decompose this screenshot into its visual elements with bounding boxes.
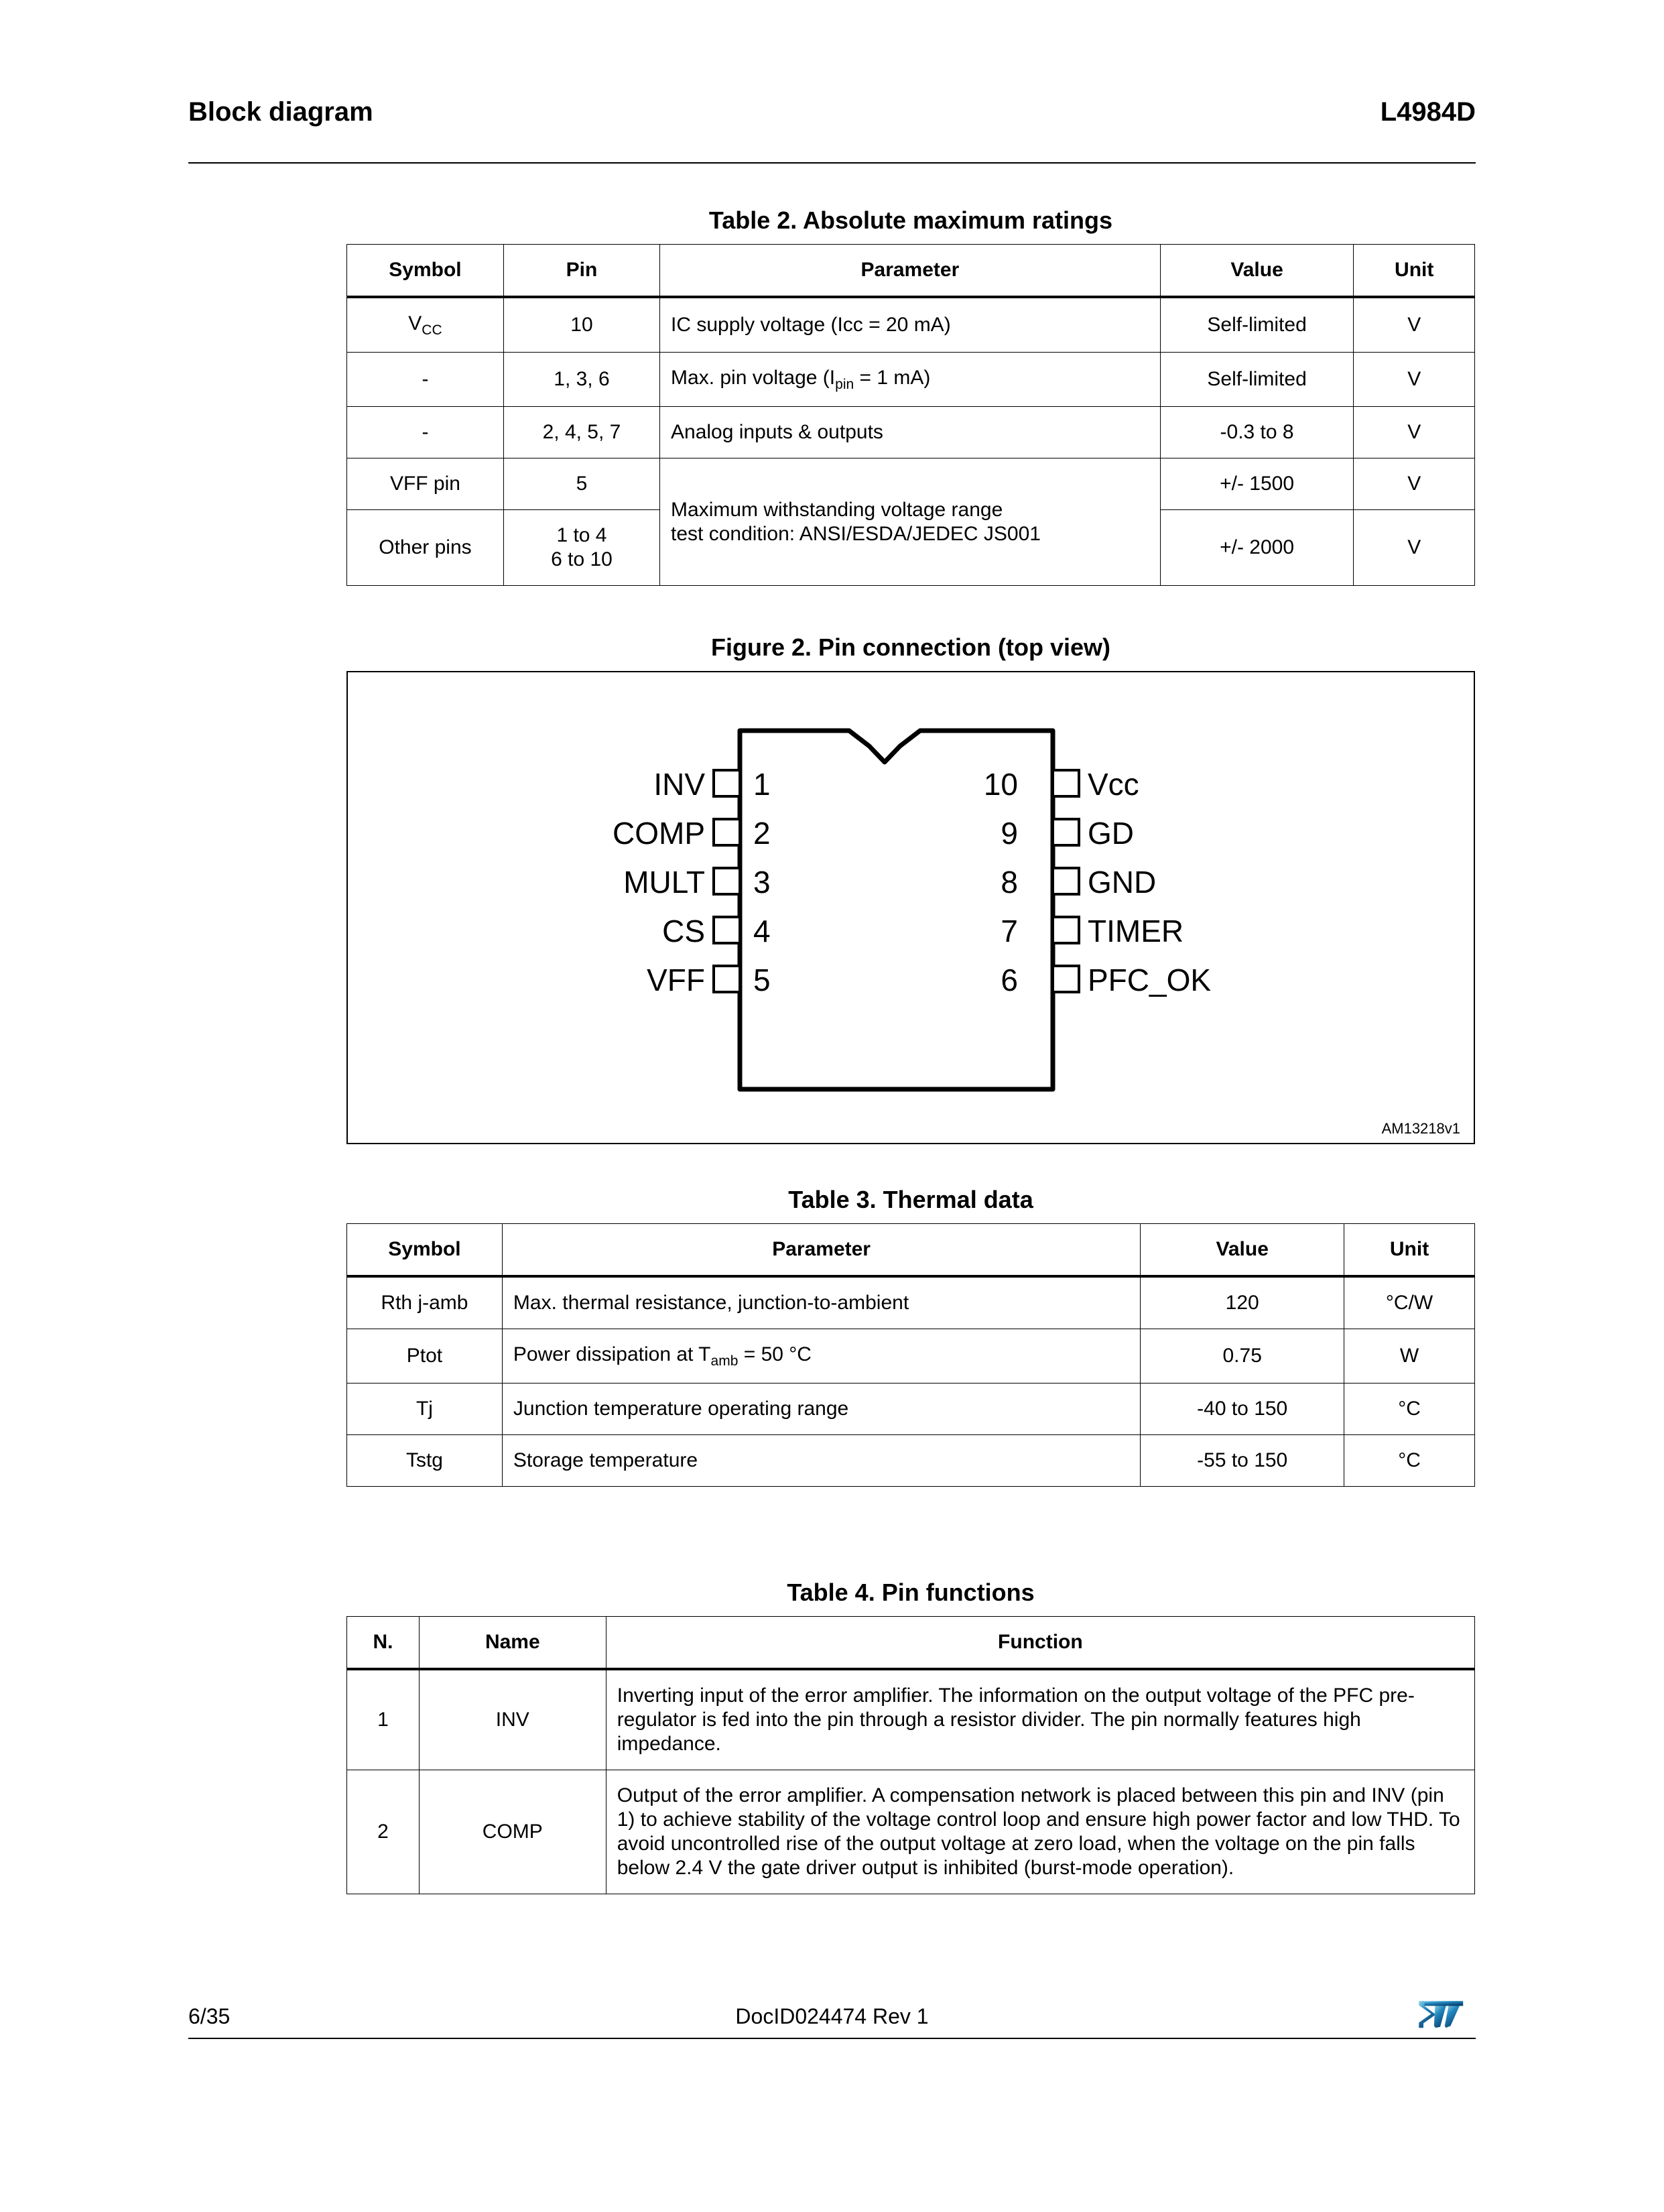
svg-text:7: 7 bbox=[1001, 914, 1018, 948]
svg-text:5: 5 bbox=[753, 963, 771, 997]
svg-text:4: 4 bbox=[753, 914, 771, 948]
svg-text:8: 8 bbox=[1001, 865, 1018, 900]
svg-text:COMP: COMP bbox=[613, 816, 705, 851]
svg-text:AM13218v1: AM13218v1 bbox=[1382, 1120, 1460, 1137]
svg-text:TIMER: TIMER bbox=[1088, 914, 1183, 948]
svg-text:Vcc: Vcc bbox=[1088, 767, 1139, 802]
svg-text:GND: GND bbox=[1088, 865, 1156, 900]
svg-text:9: 9 bbox=[1001, 816, 1018, 851]
svg-text:6: 6 bbox=[1001, 963, 1018, 997]
svg-text:3: 3 bbox=[753, 865, 771, 900]
svg-text:GD: GD bbox=[1088, 816, 1134, 851]
svg-text:VFF: VFF bbox=[647, 963, 705, 997]
svg-text:INV: INV bbox=[653, 767, 705, 802]
svg-text:PFC_OK: PFC_OK bbox=[1088, 963, 1211, 997]
svg-text:10: 10 bbox=[984, 767, 1018, 802]
svg-text:MULT: MULT bbox=[623, 865, 705, 900]
svg-text:2: 2 bbox=[753, 816, 771, 851]
svg-text:1: 1 bbox=[753, 767, 771, 802]
svg-text:CS: CS bbox=[662, 914, 705, 948]
